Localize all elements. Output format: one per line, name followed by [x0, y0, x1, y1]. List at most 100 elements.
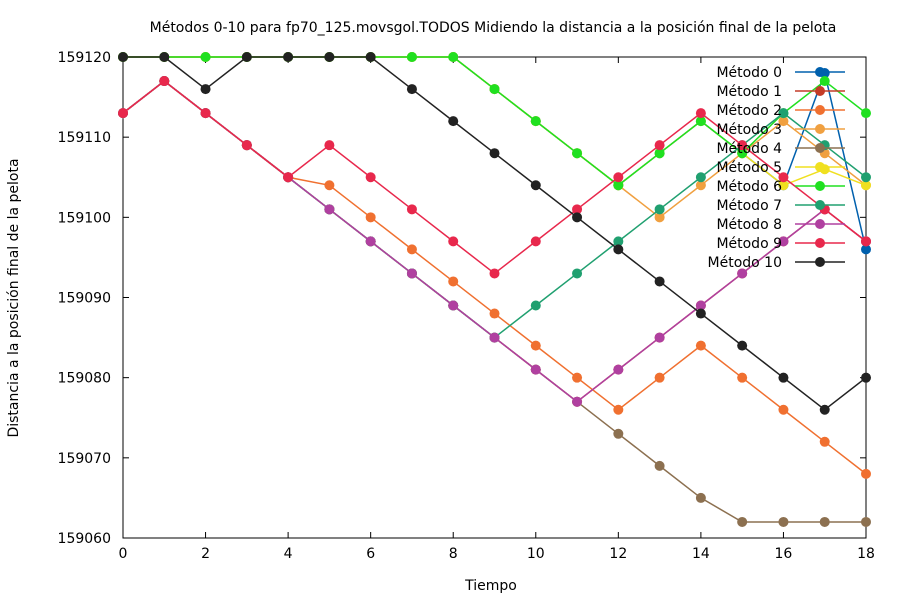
data-point: [778, 108, 789, 119]
data-point: [861, 468, 871, 479]
series-9: [118, 76, 871, 279]
y-tick-label: 159110: [58, 130, 111, 146]
y-tick-label: 159100: [58, 210, 111, 226]
data-point: [365, 52, 376, 62]
data-point: [530, 180, 541, 191]
series-layer: [118, 52, 871, 527]
x-tick-label: 14: [692, 546, 710, 562]
legend-item: Método 3: [716, 122, 845, 138]
legend-label: Método 6: [716, 179, 782, 195]
data-point: [737, 140, 748, 151]
legend-label: Método 9: [716, 236, 782, 252]
data-point: [654, 204, 665, 215]
legend-item: Método 4: [716, 141, 845, 157]
data-point: [365, 172, 376, 183]
data-point: [695, 492, 706, 503]
data-point: [737, 340, 748, 351]
data-point: [654, 148, 665, 159]
legend-label: Método 3: [716, 122, 782, 138]
x-tick-label: 12: [609, 546, 627, 562]
data-point: [324, 52, 335, 62]
data-point: [489, 148, 500, 159]
data-point: [737, 516, 748, 527]
x-axis-label: Tiempo: [464, 578, 517, 594]
data-point: [695, 108, 706, 119]
legend-label: Método 7: [716, 198, 782, 214]
x-tick-label: 6: [366, 546, 375, 562]
data-point: [861, 172, 871, 183]
data-point: [283, 172, 294, 183]
data-point: [572, 396, 583, 407]
data-point: [778, 180, 789, 191]
data-point: [654, 460, 665, 471]
legend-label: Método 0: [716, 65, 782, 81]
legend-item: Método 6: [716, 179, 845, 195]
data-point: [365, 212, 376, 223]
data-point: [613, 236, 624, 247]
y-tick-label: 159060: [58, 531, 111, 547]
data-point: [489, 268, 500, 279]
legend-swatch-marker: [815, 124, 825, 134]
data-point: [695, 172, 706, 183]
data-point: [737, 148, 748, 159]
legend-item: Método 8: [716, 217, 845, 233]
legend-label: Método 10: [708, 255, 782, 271]
series-10: [118, 52, 871, 415]
chart-title: Métodos 0-10 para fp70_125.movsgol.TODOS…: [150, 20, 837, 36]
legend: Método 0 Método 1 Método 2 Método 3 Método 4…: [708, 65, 845, 271]
data-point: [241, 140, 252, 151]
data-point: [448, 300, 459, 311]
y-tick-label: 159080: [58, 371, 111, 387]
data-point: [530, 116, 541, 127]
data-point: [530, 300, 541, 311]
data-point: [572, 204, 583, 215]
data-point: [613, 180, 624, 191]
data-point: [406, 268, 417, 279]
data-point: [819, 516, 830, 527]
x-tick-label: 10: [527, 546, 545, 562]
x-tick-label: 16: [775, 546, 793, 562]
data-point: [406, 204, 417, 215]
y-tick-label: 159120: [58, 50, 111, 66]
data-point: [530, 364, 541, 375]
data-point: [737, 372, 748, 383]
data-point: [530, 340, 541, 351]
data-point: [448, 236, 459, 247]
legend-label: Método 2: [716, 103, 782, 119]
axes: 0 2 4 6 8 10 12 14 16 18 159060 159070 159080 159090 1…: [58, 50, 875, 562]
data-point: [778, 404, 789, 415]
x-tick-label: 4: [284, 546, 293, 562]
data-point: [489, 84, 500, 95]
data-point: [406, 84, 417, 95]
y-axis-label: Distancia a la posición final de la pelo…: [6, 158, 22, 437]
data-point: [654, 332, 665, 343]
data-point: [530, 236, 541, 247]
legend-label: Método 4: [716, 141, 782, 157]
data-point: [406, 52, 417, 62]
data-point: [489, 332, 500, 343]
data-point: [778, 372, 789, 383]
data-point: [778, 516, 789, 527]
legend-swatch-marker: [815, 162, 825, 172]
data-point: [778, 172, 789, 183]
data-point: [695, 116, 706, 127]
data-point: [695, 180, 706, 191]
data-point: [613, 364, 624, 375]
data-point: [861, 180, 871, 191]
data-point: [489, 308, 500, 319]
data-point: [654, 140, 665, 151]
data-point: [406, 244, 417, 255]
data-point: [778, 116, 789, 127]
data-point: [572, 372, 583, 383]
legend-item: Método 5: [716, 160, 845, 176]
data-point: [819, 76, 830, 87]
data-point: [200, 84, 211, 95]
data-point: [283, 52, 294, 62]
data-point: [861, 372, 871, 383]
data-point: [448, 276, 459, 287]
legend-swatch-marker: [815, 200, 825, 210]
data-point: [654, 212, 665, 223]
x-tick-label: 0: [119, 546, 128, 562]
